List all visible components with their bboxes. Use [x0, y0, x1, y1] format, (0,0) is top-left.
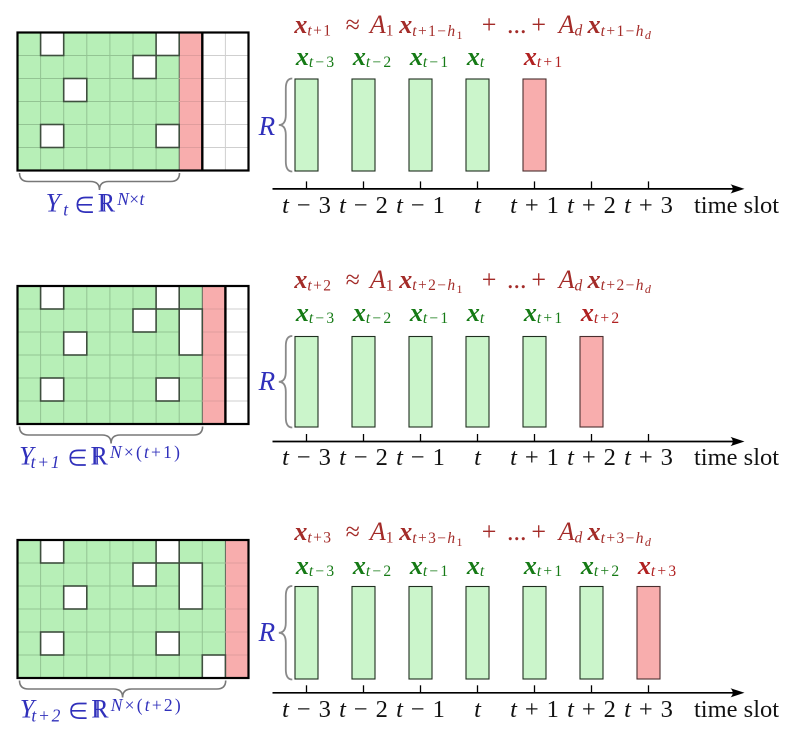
svg-text:t: t — [63, 199, 69, 219]
svg-text:t+2: t+2 — [31, 705, 62, 725]
svg-text:Y: Y — [19, 441, 36, 470]
svg-text:R: R — [91, 695, 109, 724]
svg-text:N×(t+2): N×(t+2) — [110, 695, 183, 715]
svg-text:R: R — [98, 189, 116, 218]
svg-text:Y: Y — [46, 189, 63, 218]
svg-text:t+1: t+1 — [31, 452, 62, 472]
svg-text:R: R — [91, 441, 109, 470]
svg-text:Y: Y — [20, 695, 37, 724]
svg-text:N×(t+1): N×(t+1) — [109, 442, 182, 462]
svg-text:N×t: N×t — [116, 189, 145, 209]
